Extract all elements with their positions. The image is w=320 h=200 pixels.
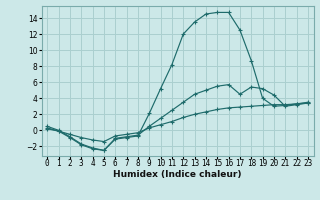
X-axis label: Humidex (Indice chaleur): Humidex (Indice chaleur) — [113, 170, 242, 179]
